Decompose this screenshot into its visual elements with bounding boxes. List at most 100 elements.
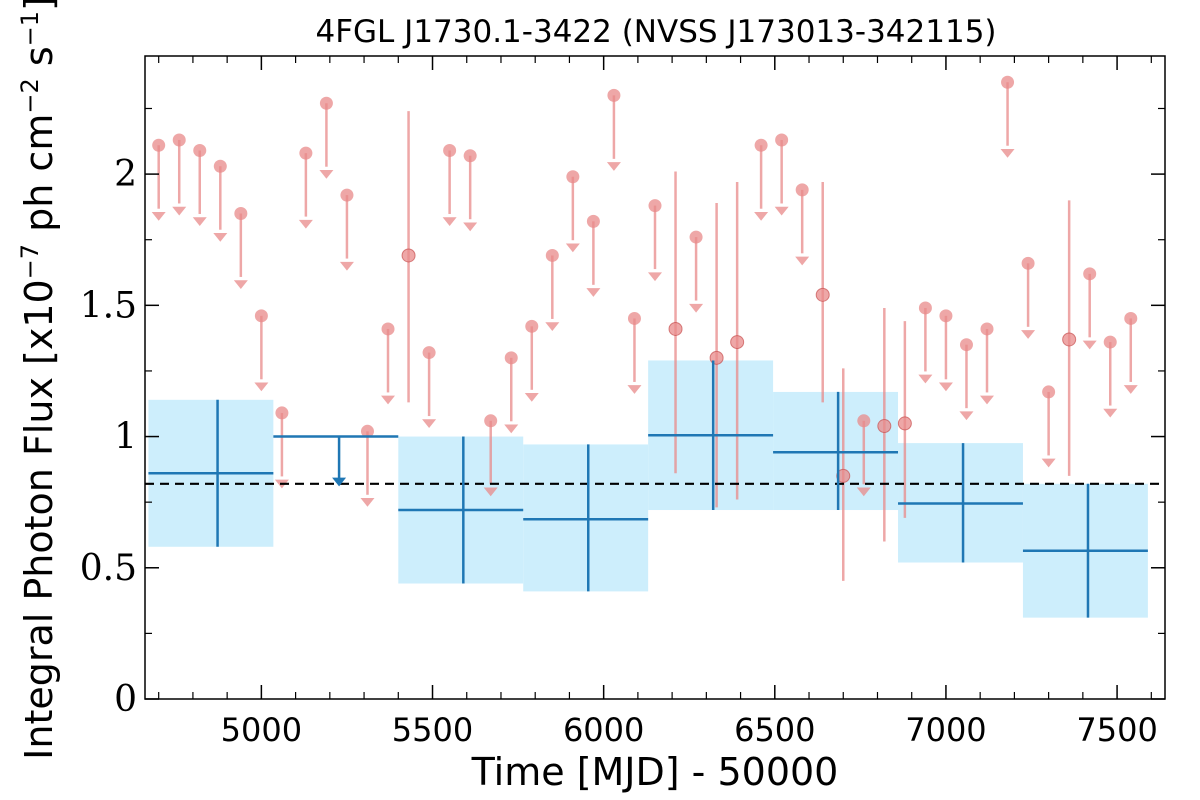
monthly-point	[897, 416, 912, 431]
monthly-upper-limit-arrow	[689, 303, 704, 313]
monthly-upper-limit-arrow	[319, 169, 334, 179]
monthly-upper-limit-arrow	[463, 222, 478, 232]
monthly-upper-limit-arrow	[627, 385, 642, 394]
monthly-point	[234, 206, 248, 220]
monthly-point	[668, 321, 683, 336]
monthly-point	[877, 419, 892, 434]
y-axis-label: Integral Photon Flux [x10−7 ph cm−2 s−1]	[16, 0, 61, 760]
monthly-point	[836, 468, 851, 483]
plot-frame	[144, 55, 1166, 700]
monthly-point	[815, 287, 830, 302]
yearly-error-band	[523, 444, 649, 592]
monthly-point	[754, 138, 768, 152]
x-tick-label: 6000	[563, 711, 644, 749]
monthly-point	[525, 319, 539, 333]
y-tick-label: 2	[114, 154, 137, 195]
monthly-upper-limit-arrow	[795, 256, 810, 266]
monthly-upper-limit-arrow	[524, 393, 539, 402]
monthly-upper-limit-arrow	[233, 280, 248, 289]
monthly-point	[1042, 385, 1056, 399]
monthly-point	[422, 346, 436, 360]
monthly-upper-limit-arrow	[1082, 340, 1097, 350]
monthly-upper-limit-arrow	[151, 211, 166, 221]
monthly-upper-limit-arrow	[298, 219, 313, 229]
monthly-upper-limit-arrow	[606, 162, 621, 171]
monthly-point	[1021, 256, 1035, 270]
x-tick-label: 6500	[734, 711, 815, 749]
y-axis-label-base: Integral Photon Flux [x10	[17, 279, 61, 760]
y-tick-label: 0.5	[80, 548, 137, 589]
monthly-point	[627, 311, 641, 325]
monthly-upper-limit-arrow	[1103, 408, 1118, 418]
monthly-upper-limit-arrow	[254, 382, 269, 392]
monthly-point	[857, 414, 871, 428]
yearly-upper-limit-arrow	[332, 477, 347, 487]
monthly-upper-limit-arrow	[774, 206, 789, 216]
y-axis-label-end: ]	[17, 0, 61, 11]
monthly-upper-limit-arrow	[565, 243, 580, 253]
x-tick-label: 5000	[221, 711, 302, 749]
monthly-upper-limit-arrow	[1123, 385, 1138, 394]
monthly-upper-limit-arrow	[422, 419, 437, 429]
monthly-upper-limit-arrow	[1041, 458, 1056, 468]
monthly-point	[360, 424, 374, 438]
monthly-upper-limit-arrow	[192, 217, 207, 226]
axes-ticks: 5000 5500 6000 6500 7000 7500 0 0.5 1 1.5 2	[80, 56, 1165, 749]
monthly-point	[730, 335, 745, 350]
monthly-point	[401, 248, 416, 263]
monthly-point	[193, 143, 207, 157]
monthly-upper-limit-arrow	[980, 395, 995, 405]
y-axis-label-exp1: −7	[16, 244, 44, 279]
monthly-point	[586, 214, 600, 228]
monthly-point	[648, 199, 662, 213]
monthly-upper-limit-arrow	[213, 232, 228, 242]
monthly-upper-limit-arrow	[918, 374, 933, 384]
monthly-upper-limit-arrow	[339, 261, 354, 271]
monthly-upper-limit-arrow	[1000, 148, 1015, 158]
monthly-upper-limit-arrow	[648, 272, 662, 282]
y-tick-label: 1.5	[80, 285, 137, 326]
y-axis-label-exp2: −2	[16, 78, 44, 113]
monthly-point	[775, 133, 789, 147]
monthly-point	[566, 170, 580, 184]
monthly-point	[381, 322, 395, 336]
plot-area	[145, 75, 1165, 618]
monthly-point	[275, 406, 289, 420]
x-tick-label: 7000	[905, 711, 986, 749]
monthly-point	[959, 338, 973, 352]
monthly-upper-limit-arrow	[360, 498, 375, 507]
yearly-error-band	[773, 391, 899, 511]
monthly-point	[299, 146, 313, 160]
monthly-point	[504, 351, 518, 365]
x-axis-label: Time [MJD] - 50000	[471, 750, 839, 794]
monthly-upper-limit-arrow	[442, 217, 457, 226]
x-tick-label: 5500	[392, 711, 473, 749]
monthly-upper-limit-arrow	[754, 211, 769, 221]
monthly-upper-limit-arrow	[1021, 330, 1036, 339]
monthly-upper-limit-arrow	[545, 322, 560, 331]
y-tick-label: 1	[114, 417, 137, 458]
y-tick-label: 0	[114, 679, 137, 720]
monthly-point	[443, 143, 457, 157]
monthly-point	[340, 188, 354, 202]
y-axis-label-s: s	[17, 46, 61, 78]
monthly-point	[1124, 311, 1138, 325]
monthly-point	[213, 159, 227, 173]
monthly-point	[254, 309, 268, 323]
monthly-point	[795, 183, 809, 197]
monthly-upper-limit-arrow	[483, 487, 498, 497]
monthly-point	[152, 138, 166, 152]
monthly-upper-limit-arrow	[504, 424, 519, 434]
monthly-upper-limit-arrow	[938, 382, 953, 392]
monthly-upper-limit-arrow	[959, 411, 974, 421]
monthly-point	[1083, 267, 1097, 281]
monthly-point	[319, 96, 333, 110]
monthly-point	[689, 230, 703, 244]
monthly-upper-limit-arrow	[381, 395, 396, 405]
x-tick-label: 7500	[1076, 711, 1157, 749]
monthly-upper-limit-arrow	[586, 288, 601, 297]
monthly-point	[939, 309, 953, 323]
y-axis-label-exp3: −1	[16, 11, 44, 46]
monthly-point	[918, 301, 932, 315]
